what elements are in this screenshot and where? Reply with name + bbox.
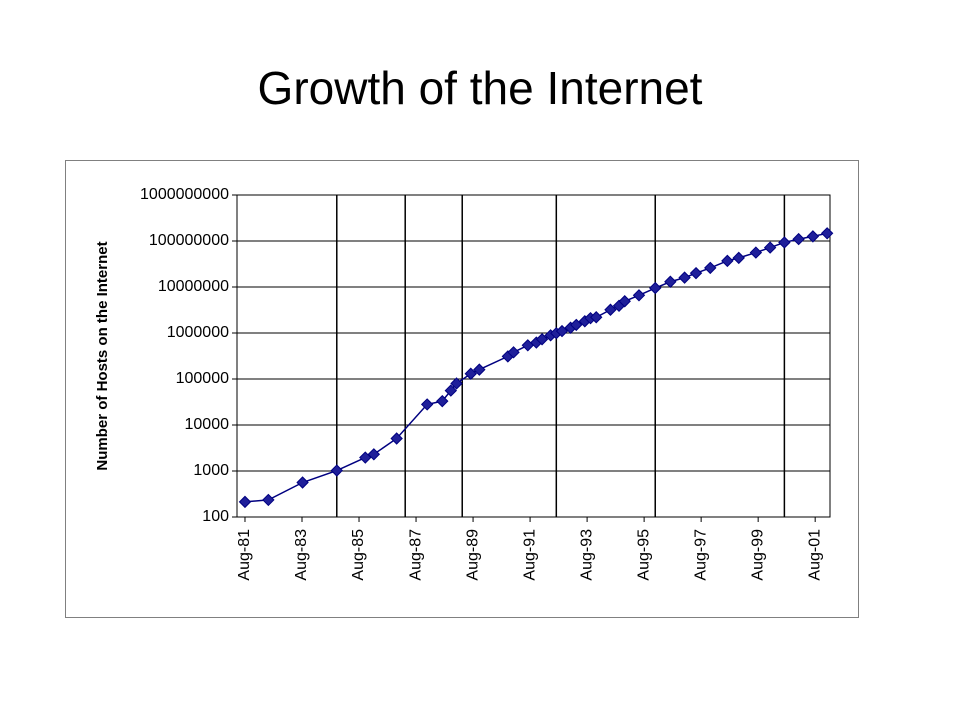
data-point xyxy=(507,346,520,359)
data-point xyxy=(778,236,791,249)
data-point xyxy=(359,451,372,464)
data-point xyxy=(689,266,703,280)
data-point xyxy=(618,295,631,308)
data-point xyxy=(262,493,275,507)
data-point xyxy=(590,311,603,324)
data-point xyxy=(535,333,549,346)
data-point xyxy=(555,324,569,338)
slide-title: Growth of the Internet xyxy=(258,62,703,114)
data-point xyxy=(664,275,677,288)
data-point xyxy=(296,476,309,489)
x-tick-label: Aug-01 xyxy=(806,529,823,581)
data-point xyxy=(792,232,805,246)
y-tick-label: 10000000 xyxy=(158,278,229,295)
data-point xyxy=(763,241,777,254)
data-point xyxy=(570,318,583,332)
data-point xyxy=(390,432,403,445)
y-tick-label: 1000000000 xyxy=(140,186,229,203)
data-point xyxy=(436,394,449,408)
x-tick-label: Aug-93 xyxy=(578,529,595,581)
x-tick-label: Aug-81 xyxy=(236,529,253,581)
data-point xyxy=(649,281,662,295)
data-point xyxy=(367,448,381,461)
plot-area xyxy=(236,194,831,518)
y-tick-label: 100000000 xyxy=(149,232,229,249)
data-point xyxy=(238,495,252,509)
y-tick-label: 10000 xyxy=(185,416,230,433)
y-tick-label: 100000 xyxy=(176,370,229,387)
data-point xyxy=(632,289,646,302)
data-point xyxy=(704,261,717,275)
data-point xyxy=(604,303,617,316)
data-point xyxy=(749,246,763,259)
data-point xyxy=(473,363,486,376)
x-tick-label: Aug-85 xyxy=(350,529,367,581)
y-tick-label: 1000000 xyxy=(167,324,229,341)
data-point xyxy=(678,271,691,284)
x-tick-label: Aug-95 xyxy=(635,529,652,581)
y-axis-label: Number of Hosts on the Internet xyxy=(94,241,111,470)
x-tick-label: Aug-87 xyxy=(407,529,424,581)
data-point xyxy=(721,254,734,268)
x-tick-label: Aug-83 xyxy=(293,529,310,581)
data-point xyxy=(464,367,477,380)
data-point xyxy=(420,398,434,411)
y-tick-label: 100 xyxy=(202,508,229,525)
x-tick-label: Aug-99 xyxy=(749,529,766,581)
data-point xyxy=(444,384,458,397)
data-point xyxy=(806,230,820,243)
x-tick-label: Aug-89 xyxy=(464,529,481,581)
data-point xyxy=(330,464,343,477)
x-tick-label: Aug-97 xyxy=(692,529,709,581)
data-point xyxy=(450,377,463,390)
data-point xyxy=(732,251,745,265)
x-tick-label: Aug-91 xyxy=(521,529,538,581)
data-point xyxy=(820,227,834,240)
y-tick-label: 1000 xyxy=(193,462,229,479)
